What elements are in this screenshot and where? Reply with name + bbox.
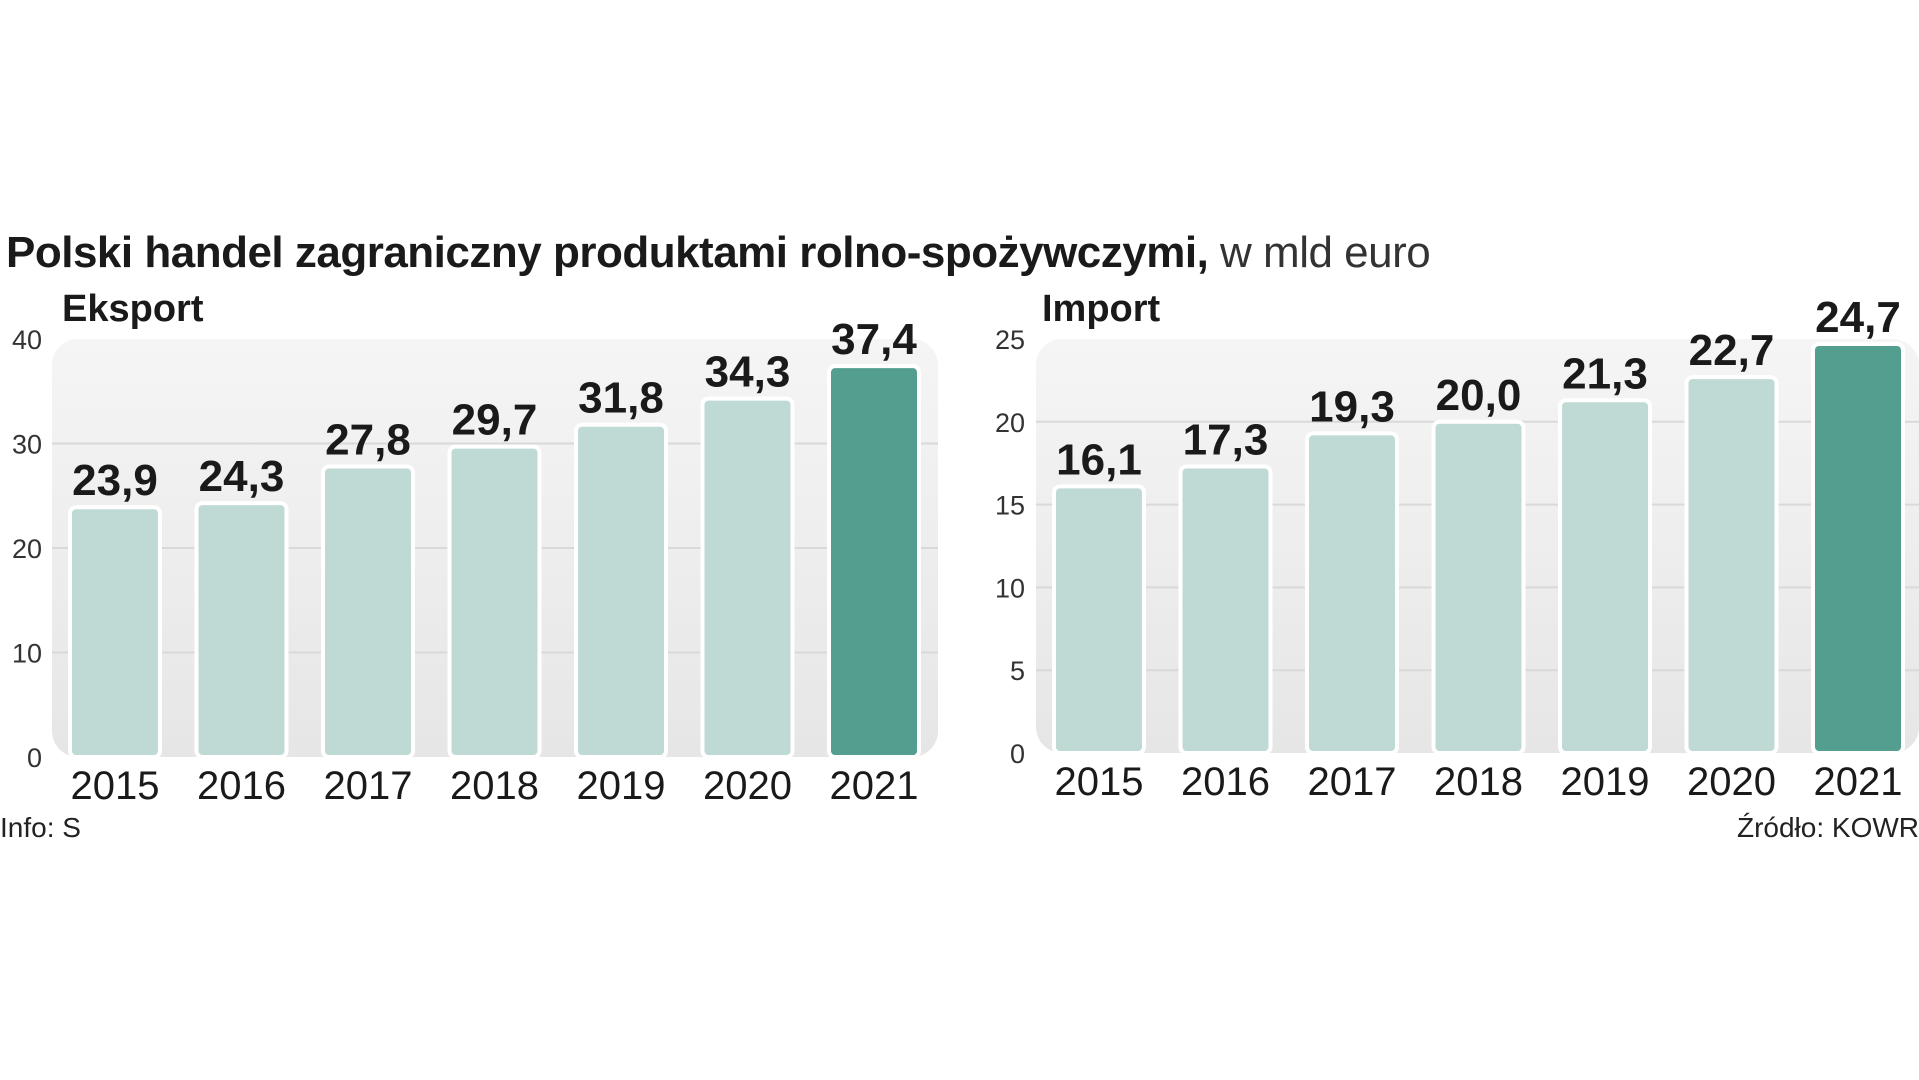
chart-eksport: 0 10 20 30 40 Eksport 23,9 2015 24,3 2016 27,8 2017… <box>12 288 938 808</box>
y-tick-label: 5 <box>1010 656 1025 686</box>
x-tick-label: 2020 <box>1687 760 1776 804</box>
y-tick-label: 25 <box>995 325 1025 355</box>
y-tick-label: 40 <box>12 325 42 355</box>
x-tick-label: 2017 <box>1308 760 1397 804</box>
value-label: 19,3 <box>1309 382 1395 431</box>
chart-title-unit: w mld euro <box>1220 228 1431 277</box>
value-label: 27,8 <box>325 415 411 464</box>
x-tick-label: 2019 <box>1561 760 1650 804</box>
y-tick-label: 20 <box>995 408 1025 438</box>
value-label: 24,7 <box>1815 293 1901 342</box>
value-label: 21,3 <box>1562 349 1648 398</box>
value-label: 37,4 <box>831 315 917 364</box>
y-tick-label: 30 <box>12 430 42 460</box>
y-tick-label: 0 <box>27 743 42 773</box>
bar <box>1558 398 1652 755</box>
value-label: 23,9 <box>72 456 158 505</box>
x-tick-label: 2021 <box>1814 760 1903 804</box>
x-tick-label: 2021 <box>830 764 919 808</box>
bar <box>827 364 921 759</box>
y-tick-label: 10 <box>12 639 42 669</box>
bar <box>68 505 162 759</box>
chart-title: Polski handel zagraniczny produktami rol… <box>6 228 1431 278</box>
bar <box>1178 464 1273 755</box>
bar <box>447 444 542 759</box>
source-credit: Źródło: KOWR <box>1736 812 1919 843</box>
y-tick-label: 10 <box>995 573 1025 603</box>
bar <box>574 422 668 759</box>
bar <box>321 464 415 759</box>
info-credit: Info: S <box>0 812 81 843</box>
x-tick-label: 2015 <box>1055 760 1144 804</box>
panel-label-import: Import <box>1042 288 1161 330</box>
x-tick-label: 2019 <box>577 764 666 808</box>
x-tick-label: 2017 <box>324 764 413 808</box>
x-tick-label: 2020 <box>703 764 792 808</box>
value-label: 31,8 <box>578 374 664 423</box>
bar <box>1684 375 1779 755</box>
bar <box>700 396 795 759</box>
value-label: 24,3 <box>199 452 285 501</box>
bar <box>194 501 289 759</box>
chart-import: 0 5 10 15 20 25 Import 16,1 2015 17,3 2016 19,3 2017… <box>995 288 1919 804</box>
y-tick-label: 0 <box>1010 739 1025 769</box>
x-tick-label: 2015 <box>71 764 160 808</box>
bar <box>1811 341 1905 755</box>
x-tick-label: 2018 <box>450 764 539 808</box>
value-label: 17,3 <box>1183 416 1269 465</box>
y-tick-label: 15 <box>995 491 1025 521</box>
value-label: 22,7 <box>1689 326 1775 375</box>
panel-label-eksport: Eksport <box>62 288 204 330</box>
bar <box>1052 484 1146 755</box>
value-label: 29,7 <box>452 396 538 445</box>
x-tick-label: 2018 <box>1434 760 1523 804</box>
value-label: 16,1 <box>1056 435 1142 484</box>
x-tick-label: 2016 <box>1181 760 1270 804</box>
chart-title-main: Polski handel zagraniczny produktami rol… <box>6 228 1209 277</box>
value-label: 20,0 <box>1436 371 1522 420</box>
bar <box>1431 419 1526 755</box>
bar <box>1305 431 1399 755</box>
value-label: 34,3 <box>705 348 791 397</box>
x-tick-label: 2016 <box>197 764 286 808</box>
y-tick-label: 20 <box>12 534 42 564</box>
